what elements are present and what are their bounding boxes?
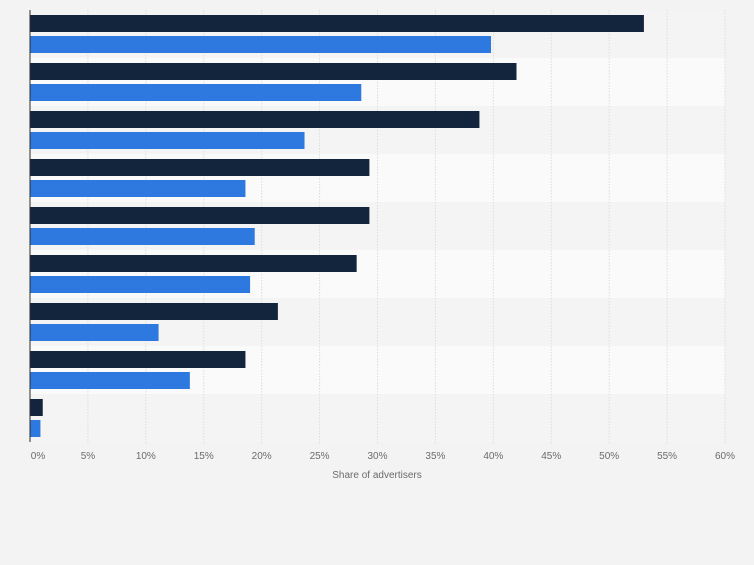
x-tick-label: 30% <box>367 451 387 462</box>
x-tick-label: 50% <box>599 451 619 462</box>
gridlines <box>87 10 726 445</box>
bar-series-1 <box>30 255 357 272</box>
x-tick-label: 5% <box>81 451 96 462</box>
bar-series-1 <box>30 159 370 176</box>
bar-series-2 <box>30 372 190 389</box>
x-tick-label: 15% <box>194 451 214 462</box>
x-tick-label: 55% <box>657 451 677 462</box>
x-tick-label: 40% <box>483 451 503 462</box>
bar-series-2 <box>30 276 251 293</box>
bar-series-1 <box>30 15 644 32</box>
x-tick-label: 10% <box>136 451 156 462</box>
x-tick-label: 45% <box>541 451 561 462</box>
bar-series-2 <box>30 228 255 245</box>
bar-series-2 <box>30 420 41 437</box>
x-tick-label: 0% <box>31 451 46 462</box>
x-axis-title: Share of advertisers <box>332 470 422 481</box>
bar-series-1 <box>30 303 278 320</box>
bar-series-2 <box>30 36 492 53</box>
bars <box>30 15 644 437</box>
bar-series-1 <box>30 351 246 368</box>
x-tick-label: 60% <box>715 451 735 462</box>
x-tick-label: 25% <box>310 451 330 462</box>
x-axis-tick-labels: 0% 5% 10% 15% 20% 25% 30% 35% 40% 45% 50% 55% 60% <box>31 451 735 462</box>
bar-series-1 <box>30 63 517 80</box>
bar-series-1 <box>30 111 480 128</box>
bar-series-2 <box>30 84 362 101</box>
bar-series-2 <box>30 132 305 149</box>
bar-series-1 <box>30 399 43 416</box>
x-tick-label: 35% <box>425 451 445 462</box>
x-tick-label: 20% <box>252 451 272 462</box>
bar-series-2 <box>30 180 246 197</box>
bar-series-1 <box>30 207 370 224</box>
bar-series-2 <box>30 324 159 341</box>
